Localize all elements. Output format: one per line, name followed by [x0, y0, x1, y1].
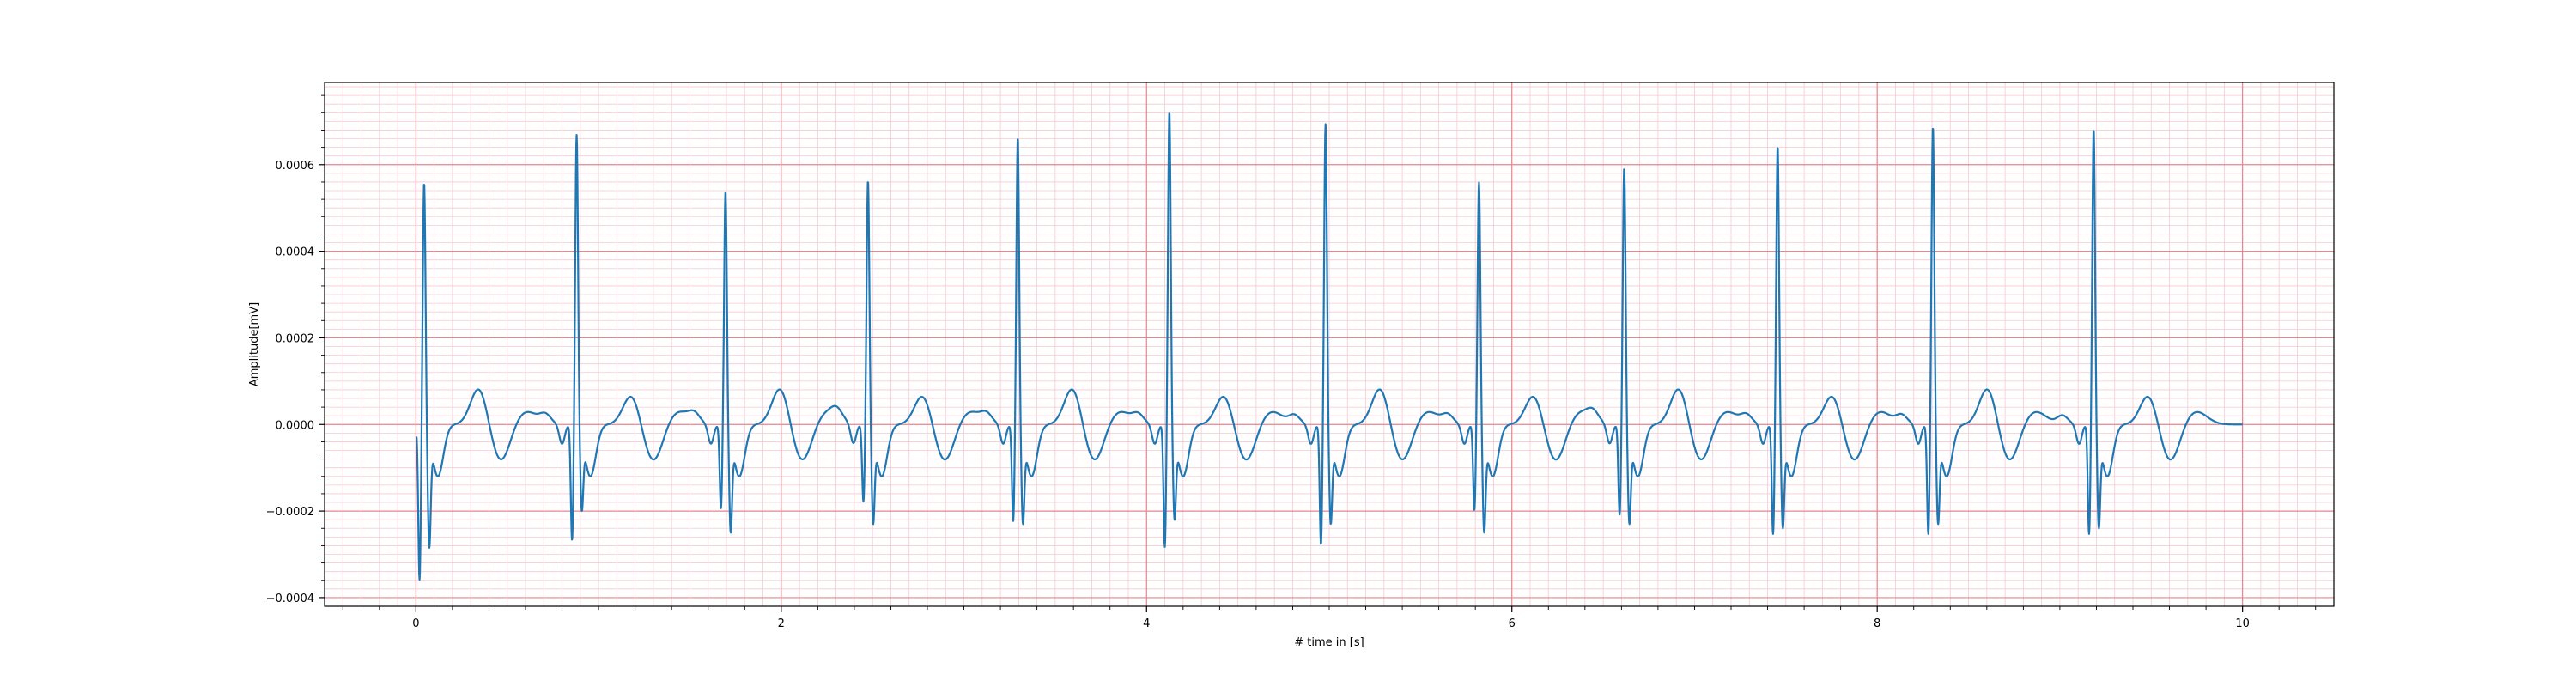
y-tick-label: 0.0004: [276, 246, 315, 259]
axis-ticks: [319, 94, 2317, 612]
x-axis-label: # time in [s]: [1294, 636, 1364, 649]
x-tick-label: 10: [2235, 617, 2250, 630]
ecg-signal-line: [415, 112, 2244, 581]
tick-labels: 0 2 4 6 8 10 −0.0004 −0.0002 0.0000 0.0002 0.0004 0…: [266, 160, 2250, 630]
y-axis-label: Amplitude[mV]: [248, 302, 261, 386]
y-tick-label: 0.0002: [276, 332, 315, 345]
x-tick-label: 6: [1509, 617, 1516, 630]
y-tick-label: 0.0006: [276, 160, 315, 173]
y-tick-label: −0.0004: [266, 593, 314, 605]
x-tick-label: 4: [1143, 617, 1150, 630]
y-tick-label: −0.0002: [266, 506, 314, 519]
minor-grid: [324, 82, 2335, 607]
y-tick-label: 0.0000: [276, 419, 315, 432]
x-tick-label: 2: [778, 617, 785, 630]
x-tick-label: 8: [1874, 617, 1880, 630]
x-tick-label: 0: [412, 617, 419, 630]
